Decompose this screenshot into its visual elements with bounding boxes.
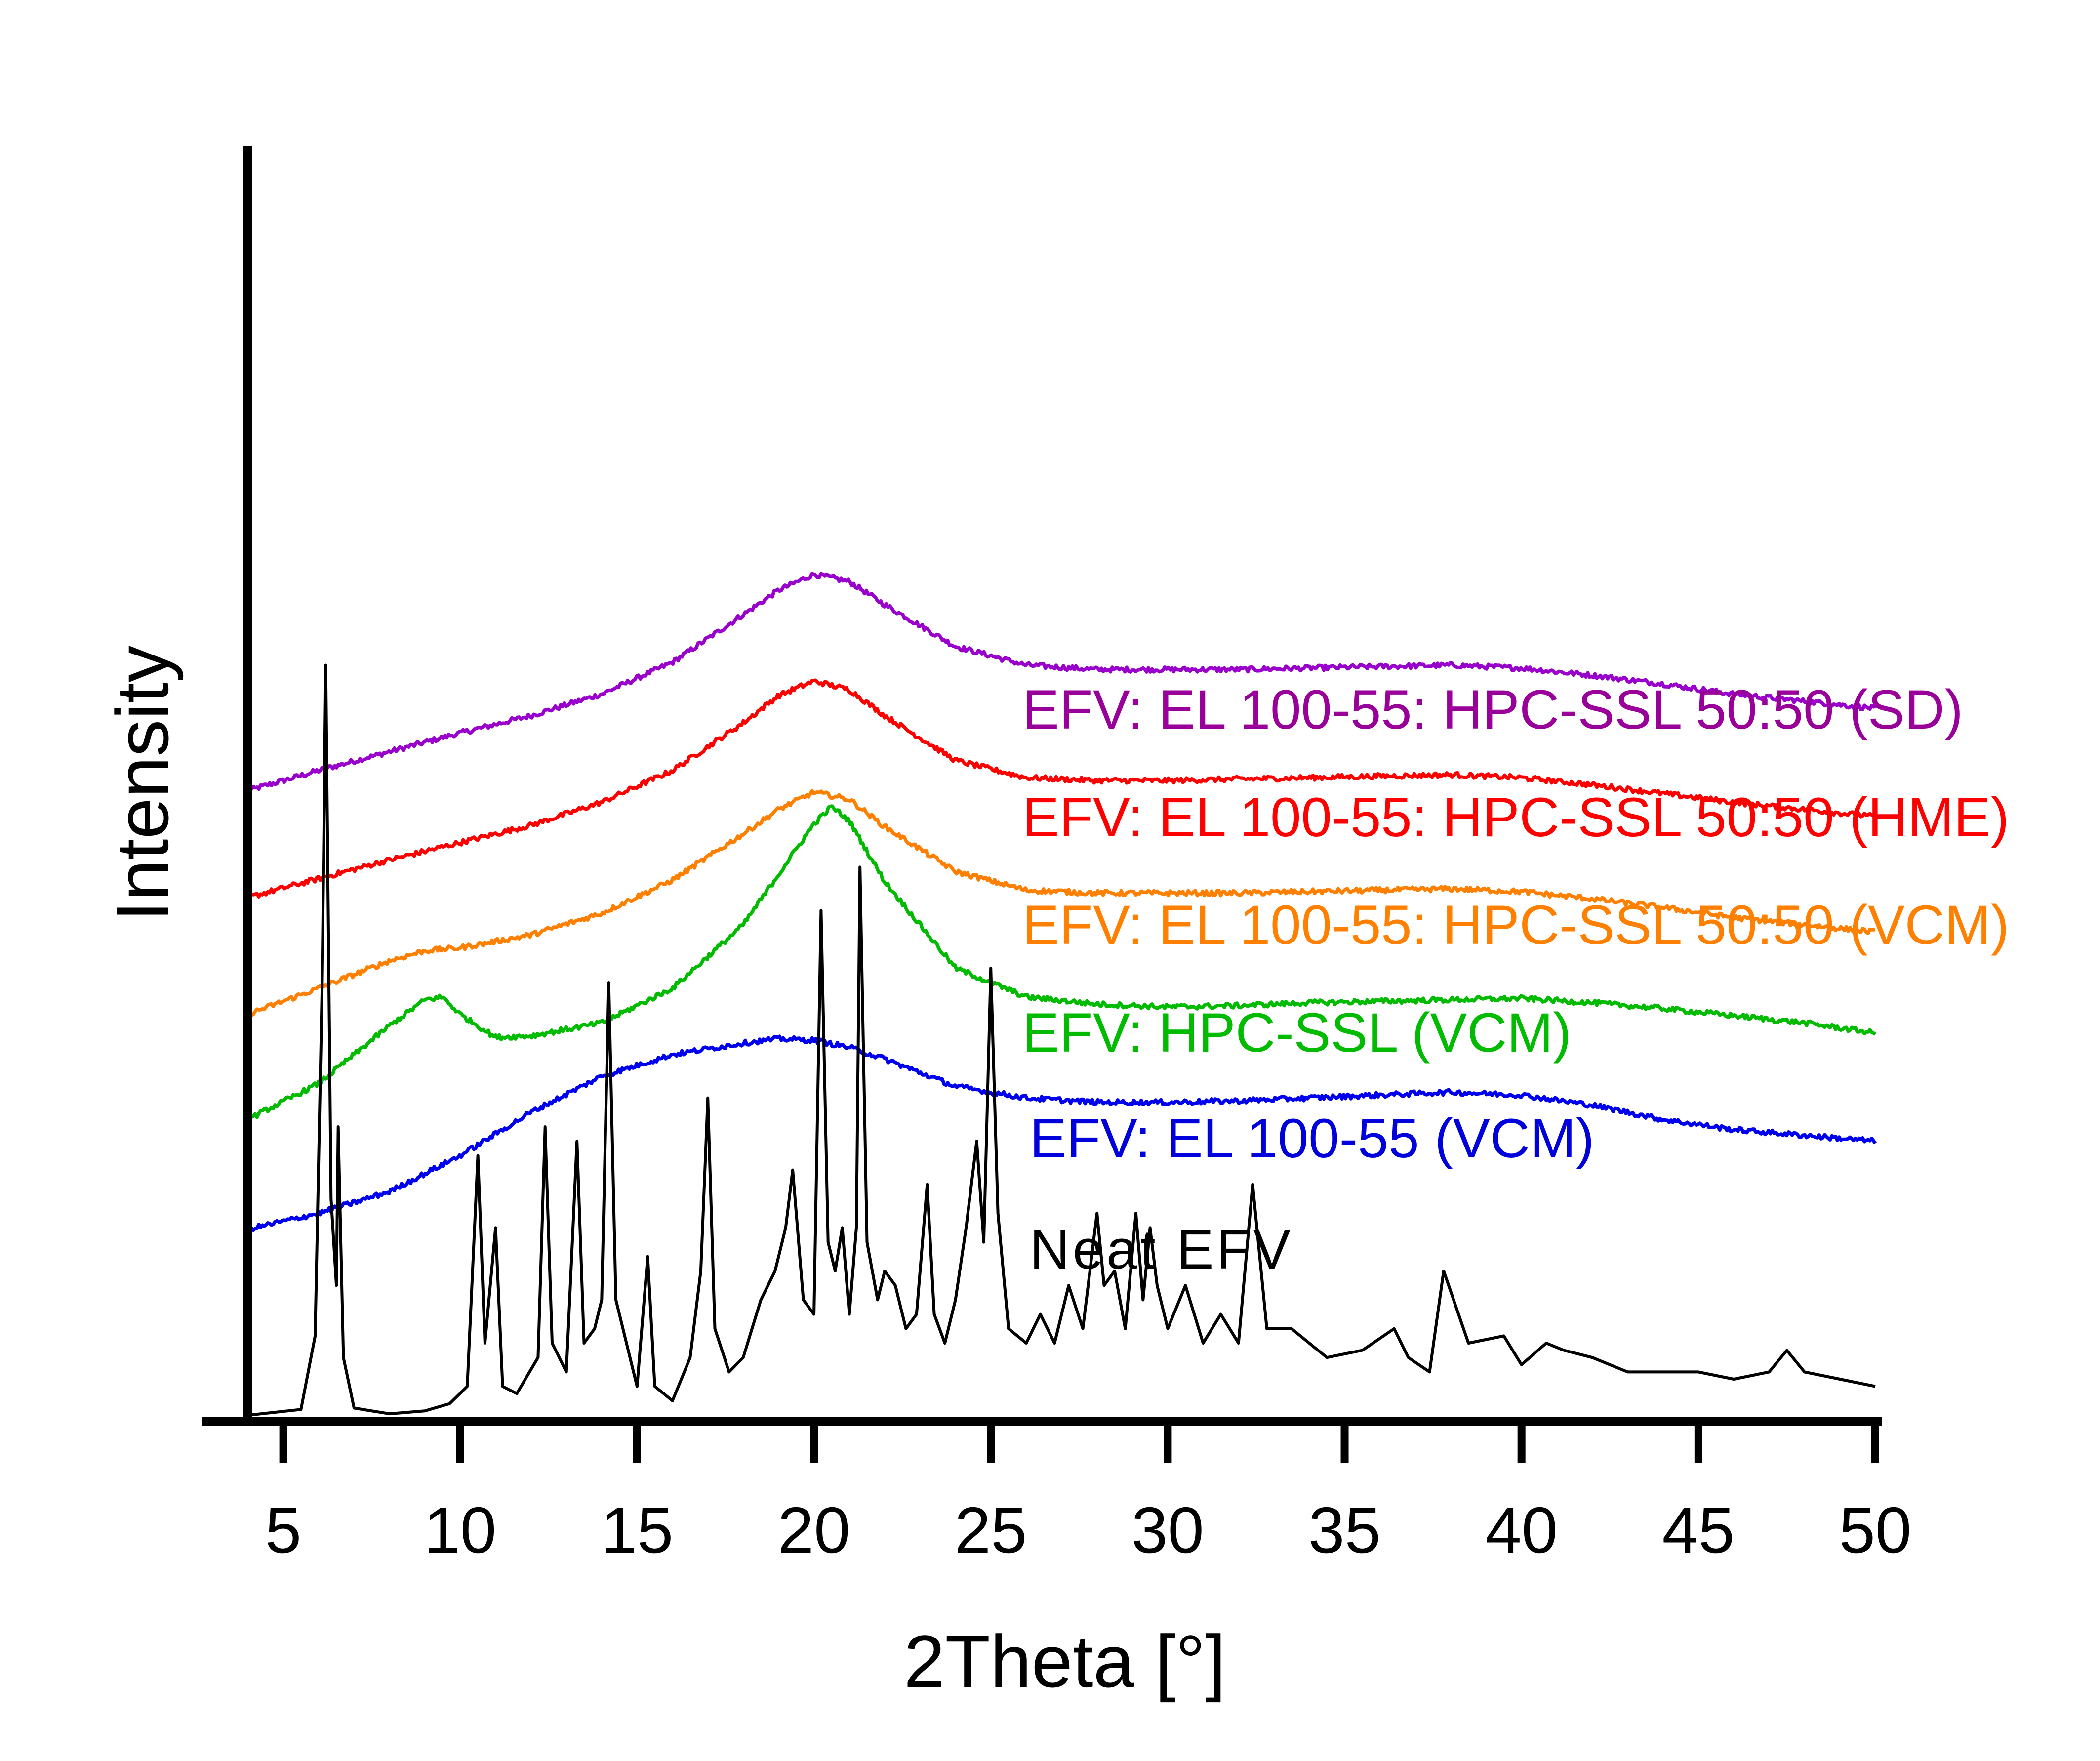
x-tick-label: 15 <box>601 1494 674 1566</box>
legend-entry: EFV: EL 100-55: HPC-SSL 50:50 (SD) <box>1022 679 1963 740</box>
x-tick-label: 50 <box>1839 1494 1912 1566</box>
x-tick-label: 45 <box>1662 1494 1735 1566</box>
legend-entry: EFV: EL 100-55 (VCM) <box>1030 1107 1594 1169</box>
x-tick-label: 25 <box>955 1494 1027 1566</box>
series-line-3 <box>246 804 1877 1123</box>
legend-entry: EFV: HPC-SSL (VCM) <box>1022 1002 1572 1064</box>
x-tick-label: 35 <box>1308 1494 1381 1566</box>
series-line-5 <box>247 663 1876 1417</box>
x-ticks: 5 10 15 20 25 30 35 40 45 50 <box>265 1422 1911 1566</box>
x-axis-title: 2Theta [°] <box>904 1620 1226 1703</box>
legend: EFV: EL 100-55: HPC-SSL 50:50 (SD) EFV: E… <box>1022 679 2009 1280</box>
x-tick-label: 30 <box>1131 1494 1204 1566</box>
legend-entry: EFV: EL 100-55: HPC-SSL 50:50 (HME) <box>1022 786 2009 848</box>
series-line-2 <box>247 789 1876 1017</box>
series-line-0 <box>247 572 1876 793</box>
x-tick-label: 20 <box>778 1494 850 1566</box>
series-line-1 <box>246 678 1877 899</box>
series-layer <box>246 572 1877 1417</box>
series-line-4 <box>247 1034 1877 1232</box>
x-tick-label: 5 <box>265 1494 301 1566</box>
legend-entry: EFV: EL 100-55: HPC-SSL 50:50 (VCM) <box>1022 894 2009 956</box>
legend-entry: Neat EFV <box>1030 1219 1293 1280</box>
x-tick-label: 10 <box>424 1494 496 1566</box>
x-tick-label: 40 <box>1485 1494 1558 1566</box>
y-axis-title: Intensity <box>101 646 184 922</box>
